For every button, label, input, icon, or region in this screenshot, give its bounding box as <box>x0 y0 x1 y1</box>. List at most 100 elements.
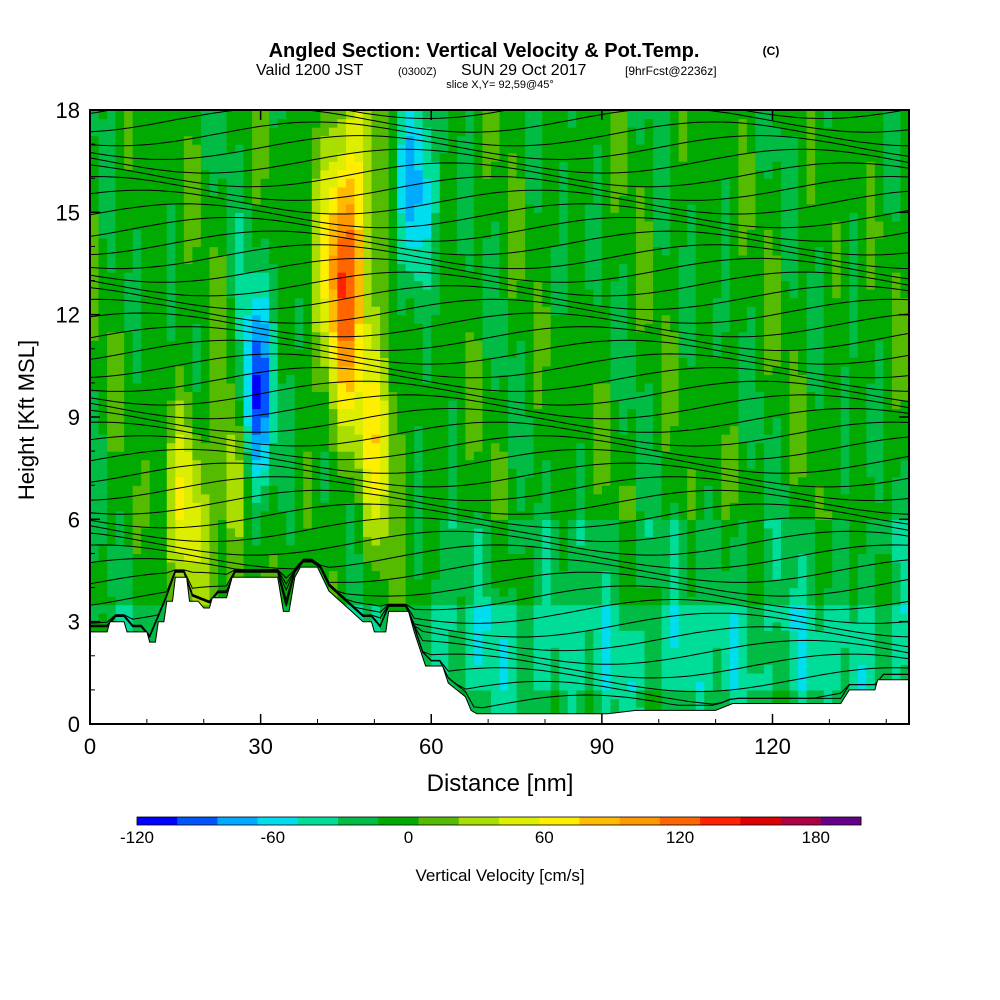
velocity-cell <box>90 596 100 606</box>
velocity-cell <box>482 655 492 665</box>
velocity-cell <box>499 425 509 435</box>
velocity-cell <box>465 425 475 435</box>
velocity-cell <box>200 579 211 589</box>
velocity-cell <box>815 613 825 623</box>
velocity-cell <box>226 280 236 290</box>
velocity-cell <box>712 425 722 435</box>
velocity-cell <box>729 468 739 478</box>
velocity-cell <box>900 374 909 384</box>
velocity-cell <box>508 587 518 597</box>
velocity-cell <box>533 604 543 614</box>
velocity-cell <box>832 689 842 700</box>
velocity-cell <box>832 408 842 418</box>
velocity-cell <box>371 297 381 307</box>
velocity-cell <box>695 510 705 520</box>
velocity-cell <box>439 323 449 333</box>
velocity-cell <box>610 706 620 717</box>
velocity-cell <box>576 451 586 461</box>
velocity-cell <box>439 289 449 299</box>
velocity-cell <box>235 476 245 486</box>
velocity-cell <box>644 459 654 469</box>
velocity-cell <box>183 493 193 503</box>
velocity-cell <box>260 493 270 503</box>
velocity-cell <box>849 408 859 418</box>
velocity-cell <box>755 579 765 589</box>
velocity-cell <box>627 596 637 606</box>
velocity-cell <box>746 689 757 700</box>
velocity-cell <box>320 357 330 367</box>
velocity-cell <box>823 340 833 350</box>
velocity-cell <box>891 527 902 537</box>
velocity-cell <box>90 587 100 597</box>
velocity-cell <box>115 502 125 512</box>
velocity-cell <box>354 544 364 555</box>
velocity-cell <box>601 664 612 674</box>
velocity-cell <box>363 493 373 503</box>
velocity-cell <box>695 604 705 614</box>
velocity-cell <box>226 374 236 384</box>
velocity-cell <box>866 630 876 640</box>
velocity-cell <box>380 527 390 537</box>
velocity-cell <box>644 536 654 546</box>
velocity-cell <box>490 493 501 503</box>
velocity-cell <box>456 579 466 589</box>
velocity-cell <box>115 348 125 358</box>
velocity-cell <box>721 579 731 589</box>
velocity-cell <box>542 280 552 290</box>
velocity-cell <box>294 442 304 452</box>
velocity-cell <box>277 536 287 546</box>
velocity-cell <box>704 306 714 316</box>
velocity-cell <box>866 425 876 435</box>
velocity-cell <box>738 553 748 563</box>
velocity-cell <box>636 297 646 307</box>
velocity-cell <box>618 579 629 589</box>
velocity-cell <box>670 425 680 435</box>
velocity-cell <box>636 357 646 367</box>
velocity-cell <box>269 340 279 350</box>
velocity-cell <box>380 510 390 520</box>
velocity-cell <box>849 357 859 367</box>
velocity-cell <box>115 468 125 478</box>
velocity-cell <box>576 579 586 589</box>
velocity-cell <box>405 561 415 572</box>
velocity-cell <box>388 365 398 375</box>
velocity-cell <box>806 417 816 427</box>
velocity-cell <box>499 689 509 700</box>
velocity-cell <box>448 425 458 435</box>
velocity-cell <box>567 493 577 503</box>
velocity-cell <box>439 476 449 486</box>
velocity-cell <box>499 536 509 546</box>
velocity-cell <box>567 613 577 623</box>
velocity-cell <box>627 314 637 324</box>
velocity-cell <box>405 442 415 452</box>
velocity-cell <box>371 323 381 333</box>
velocity-cell <box>704 638 714 648</box>
velocity-cell <box>559 604 569 614</box>
velocity-cell <box>610 391 620 401</box>
velocity-cell <box>328 297 339 307</box>
velocity-cell <box>226 357 236 367</box>
velocity-cell <box>900 314 909 324</box>
velocity-cell <box>90 365 100 375</box>
velocity-cell <box>866 340 876 350</box>
velocity-cell <box>550 306 560 316</box>
velocity-cell <box>542 519 552 529</box>
velocity-cell <box>115 604 125 614</box>
velocity-cell <box>345 340 356 350</box>
velocity-cell <box>499 655 509 665</box>
velocity-cell <box>158 561 168 572</box>
velocity-cell <box>209 468 219 478</box>
velocity-cell <box>601 630 612 640</box>
velocity-cell <box>243 493 253 503</box>
velocity-cell <box>627 297 637 307</box>
velocity-cell <box>482 596 492 606</box>
velocity-cell <box>798 493 808 503</box>
velocity-cell <box>789 348 799 358</box>
velocity-cell <box>618 357 629 367</box>
velocity-cell <box>576 493 586 503</box>
velocity-cell <box>405 417 415 427</box>
velocity-cell <box>806 451 816 461</box>
velocity-cell <box>746 647 757 657</box>
velocity-cell <box>542 553 552 563</box>
velocity-cell <box>584 630 594 640</box>
